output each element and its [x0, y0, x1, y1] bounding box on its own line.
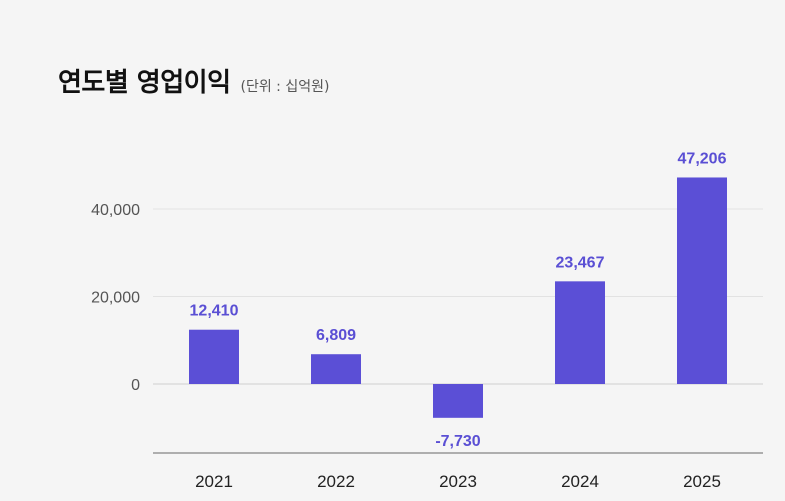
bar-2022 [311, 354, 361, 384]
bar-2024 [555, 281, 605, 384]
bar-2023 [433, 384, 483, 418]
x-tick-label: 2023 [439, 472, 477, 491]
bar-2025 [677, 177, 727, 384]
x-tick-label: 2021 [195, 472, 233, 491]
data-label: 12,410 [190, 303, 239, 320]
data-label: 23,467 [556, 254, 605, 271]
data-label: 6,809 [316, 327, 356, 344]
x-tick-label: 2024 [561, 472, 599, 491]
data-label: 47,206 [678, 150, 727, 167]
chart-subtitle: (단위 : 십억원) [240, 79, 330, 95]
y-tick-label: 0 [131, 377, 140, 394]
y-tick-label: 20,000 [91, 290, 140, 307]
data-label: -7,730 [435, 433, 480, 450]
y-tick-label: 40,000 [91, 202, 140, 219]
x-tick-label: 2025 [683, 472, 721, 491]
chart-title: 연도별 영업이익 [58, 68, 231, 98]
bar-2021 [189, 329, 239, 384]
title-row: 연도별 영업이익 (단위 : 십억원) [58, 62, 329, 99]
x-tick-label: 2022 [317, 472, 355, 491]
